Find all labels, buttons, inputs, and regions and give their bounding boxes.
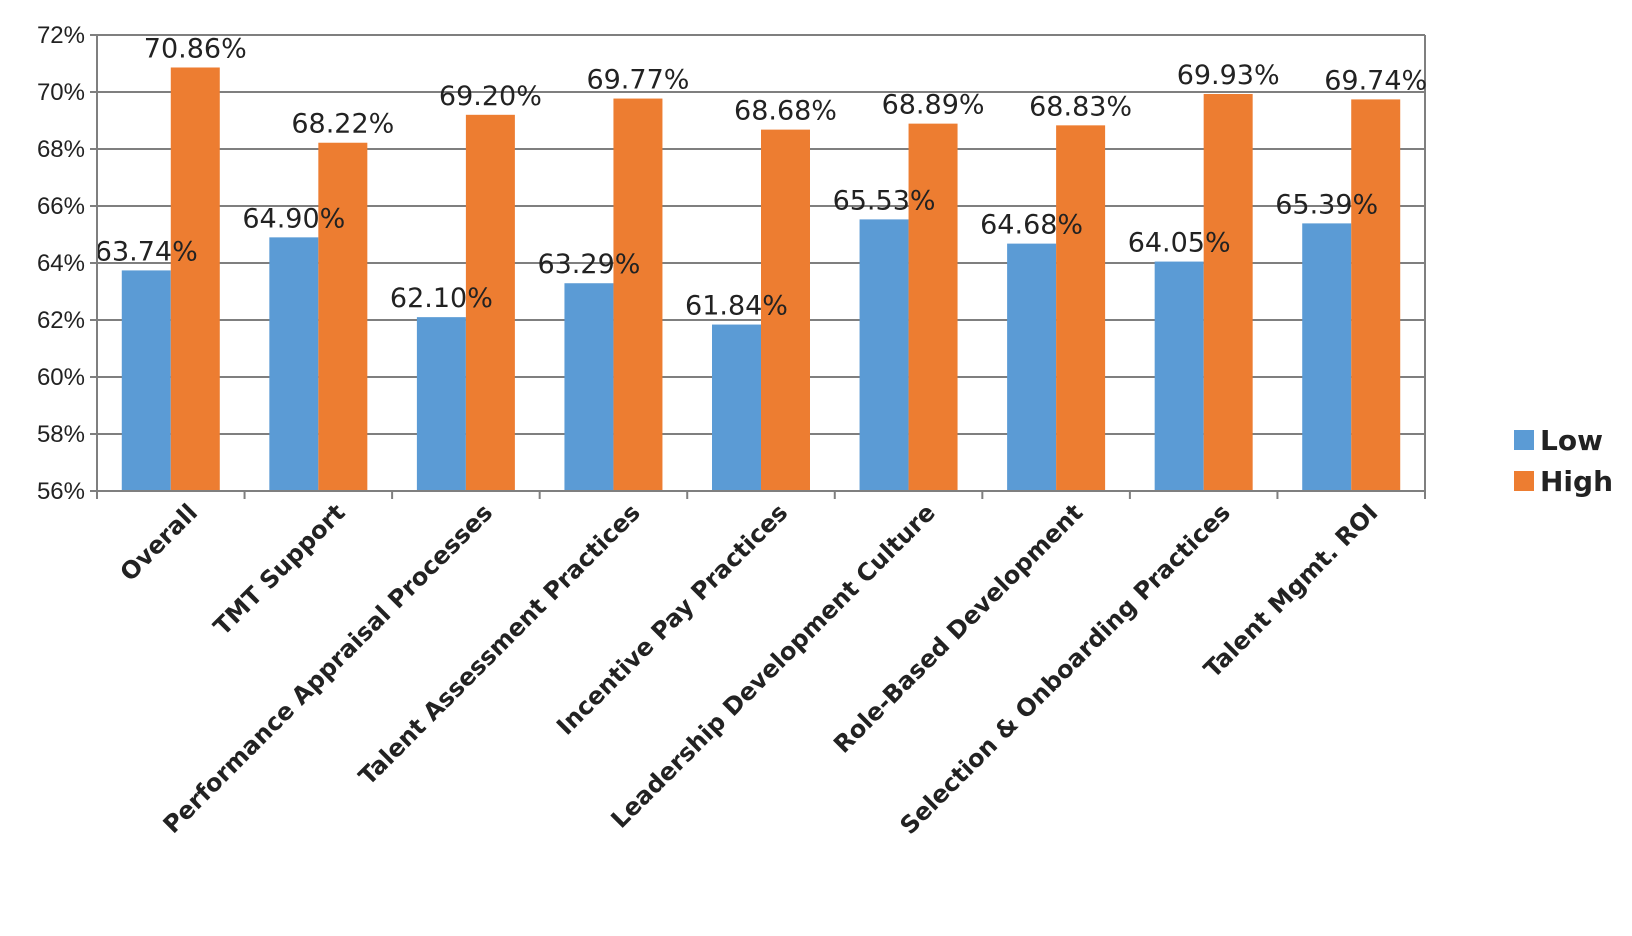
y-tick-label: 58%	[37, 421, 85, 448]
legend: Low High	[1514, 424, 1613, 498]
data-label-high: 68.89%	[882, 90, 985, 121]
bar-high	[1351, 99, 1401, 491]
bar-low	[712, 324, 761, 491]
data-label-high: 69.93%	[1177, 60, 1280, 91]
y-tick-label: 56%	[37, 478, 85, 505]
bar-low	[1007, 243, 1057, 491]
bar-high	[761, 129, 810, 491]
data-label-low: 61.84%	[685, 291, 788, 322]
y-tick-label: 64%	[37, 250, 85, 277]
legend-label-high: High	[1540, 465, 1613, 498]
legend-label-low: Low	[1540, 424, 1603, 457]
data-label-low: 65.53%	[833, 185, 936, 216]
y-tick-label: 70%	[37, 79, 85, 106]
x-tick-label: Leadership Development Culture	[606, 498, 941, 833]
bar-high	[170, 67, 220, 492]
bar-low	[1154, 261, 1204, 491]
bar-low	[859, 219, 909, 491]
y-tick-label: 68%	[37, 136, 85, 163]
x-tick-label: Incentive Pay Practices	[551, 498, 793, 740]
y-tick-label: 66%	[37, 193, 85, 220]
data-label-high: 68.22%	[291, 109, 394, 140]
data-labels: 63.74% 70.86% 64.90% 68.22% 62.10% 69.20% 63.2…	[95, 33, 1427, 321]
data-label-high: 69.20%	[439, 81, 542, 112]
data-label-high: 70.86%	[144, 33, 247, 64]
data-label-high: 69.77%	[586, 65, 689, 96]
data-label-high: 69.74%	[1324, 65, 1427, 96]
data-label-low: 63.29%	[537, 249, 640, 280]
x-tick-label: Talent Assessment Practices	[353, 498, 645, 790]
bars	[121, 67, 1401, 492]
data-label-high: 68.83%	[1029, 91, 1132, 122]
y-axis-ticks: 56% 58% 60% 62% 64% 66% 68% 70% 72%	[37, 22, 85, 505]
y-tick-label: 72%	[37, 22, 85, 49]
data-label-low: 64.68%	[980, 210, 1083, 241]
bar-high	[1203, 93, 1253, 492]
x-tick-label: Role-Based Development	[828, 498, 1088, 758]
x-tick-label: TMT Support	[208, 498, 350, 640]
data-label-low: 63.74%	[95, 236, 198, 267]
data-label-low: 65.39%	[1275, 189, 1378, 220]
bar-high	[1056, 125, 1106, 491]
data-label-low: 62.10%	[390, 283, 493, 314]
x-tick-label: Performance Appraisal Processes	[158, 498, 498, 838]
data-label-low: 64.90%	[242, 203, 345, 234]
bar-low	[1302, 223, 1352, 491]
legend-swatch-high	[1514, 471, 1534, 491]
bar-high	[908, 123, 958, 491]
bar-high	[465, 114, 515, 492]
y-tick-label: 60%	[37, 364, 85, 391]
bar-low	[416, 317, 466, 491]
data-label-high: 68.68%	[734, 96, 837, 127]
y-tick-label: 62%	[37, 307, 85, 334]
bar-low	[121, 270, 171, 491]
bar-high	[613, 98, 663, 492]
bar-high	[318, 142, 368, 492]
x-axis	[96, 35, 1426, 499]
x-tick-label: Selection & Onboarding Practices	[895, 498, 1236, 839]
legend-swatch-low	[1514, 430, 1534, 450]
data-label-low: 64.05%	[1128, 228, 1231, 259]
bar-low	[269, 237, 319, 491]
bar-low	[564, 283, 614, 491]
x-tick-label: Overall	[115, 498, 203, 586]
